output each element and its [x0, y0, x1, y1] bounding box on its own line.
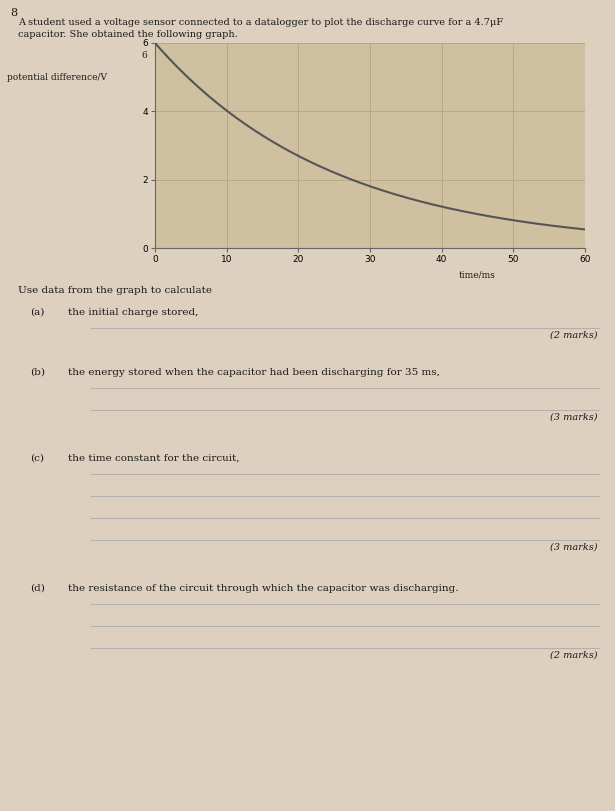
Text: potential difference/V: potential difference/V: [7, 73, 107, 82]
Text: (b): (b): [30, 368, 45, 377]
Text: (2 marks): (2 marks): [550, 651, 598, 660]
Text: Use data from the graph to calculate: Use data from the graph to calculate: [18, 286, 212, 295]
Text: 8: 8: [10, 8, 17, 18]
Text: A student used a voltage sensor connected to a datalogger to plot the discharge : A student used a voltage sensor connecte…: [18, 18, 503, 27]
Text: capacitor. She obtained the following graph.: capacitor. She obtained the following gr…: [18, 30, 238, 39]
Text: the time constant for the circuit,: the time constant for the circuit,: [68, 454, 239, 463]
Text: (3 marks): (3 marks): [550, 543, 598, 552]
Text: 6: 6: [141, 51, 147, 60]
Text: (3 marks): (3 marks): [550, 413, 598, 422]
Text: (c): (c): [30, 454, 44, 463]
Text: the resistance of the circuit through which the capacitor was discharging.: the resistance of the circuit through wh…: [68, 584, 459, 593]
Text: (a): (a): [30, 308, 44, 317]
Text: (d): (d): [30, 584, 45, 593]
Text: the energy stored when the capacitor had been discharging for 35 ms,: the energy stored when the capacitor had…: [68, 368, 440, 377]
Text: the initial charge stored,: the initial charge stored,: [68, 308, 199, 317]
Text: time/ms: time/ms: [459, 270, 496, 279]
Text: (2 marks): (2 marks): [550, 331, 598, 340]
